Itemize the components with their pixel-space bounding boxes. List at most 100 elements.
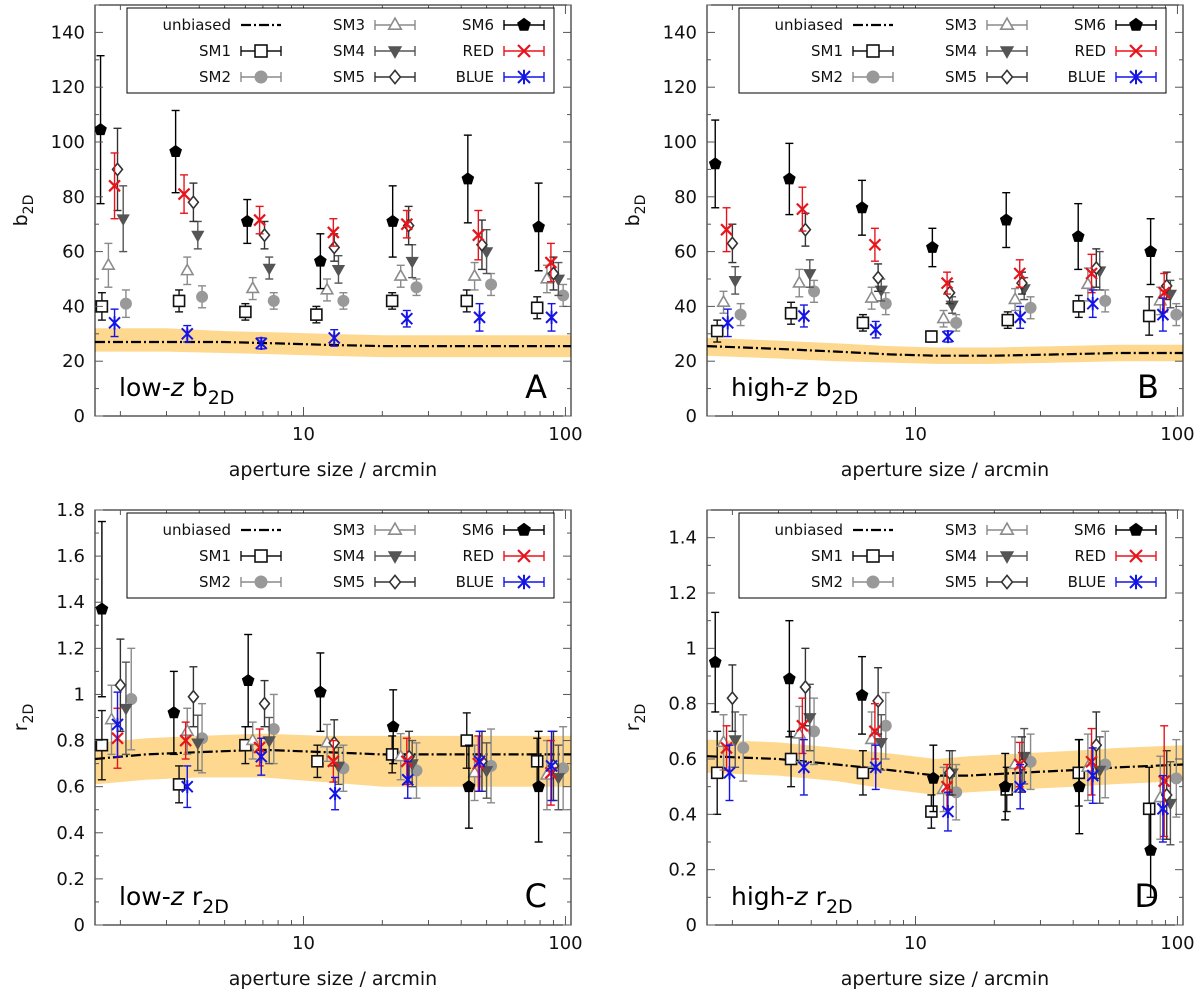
series-sm3 (101, 242, 555, 302)
marker-sm1 (856, 766, 870, 780)
corner-label-prefix: high- (731, 882, 795, 911)
marker-sm2 (267, 294, 280, 307)
marker-sm2 (196, 290, 209, 303)
marker-sm1 (385, 294, 399, 308)
marker-sm1 (310, 308, 323, 321)
legend-label-sm3: SM3 (333, 521, 365, 539)
corner-label-quantity: b (192, 373, 208, 402)
y-tick-label: 1 (686, 638, 697, 659)
marker-blue (517, 574, 531, 590)
marker-sm3 (936, 310, 951, 324)
series-blue (111, 691, 558, 811)
legend-label-unbiased: unbiased (775, 16, 843, 34)
legend-label-red: RED (463, 547, 494, 565)
marker-sm2 (734, 308, 747, 321)
legend-label-red: RED (463, 42, 494, 60)
y-axis-title: b2D (10, 195, 37, 227)
marker-sm2 (1099, 294, 1112, 307)
corner-label: low-z b2D (119, 373, 234, 409)
y-tick-label: 1.8 (56, 500, 85, 521)
marker-sm5 (547, 266, 560, 281)
y-tick-label: 60 (674, 242, 697, 263)
y-axis-title-sub: 2D (21, 195, 37, 215)
marker-sm3 (180, 723, 195, 736)
legend-label-sm1: SM1 (199, 42, 231, 60)
series-red (720, 186, 1171, 313)
legend-label-sm1: SM1 (199, 547, 231, 565)
marker-red (177, 187, 191, 201)
y-axis-title: r2D (10, 704, 37, 732)
marker-red (253, 213, 266, 227)
y-tick-label: 1.4 (56, 592, 85, 613)
marker-blue (545, 310, 558, 324)
legend-label-red: RED (1075, 547, 1106, 565)
series-red (108, 152, 558, 283)
marker-sm3 (539, 271, 555, 284)
marker-sm6 (926, 240, 939, 253)
marker-sm5 (1090, 737, 1103, 753)
marker-blue (108, 316, 121, 330)
corner-label-sub: 2D (202, 896, 229, 918)
marker-red (720, 741, 733, 755)
legend-box (126, 512, 555, 599)
legend-label-sm2: SM2 (199, 68, 231, 86)
marker-blue (941, 329, 955, 344)
marker-sm4 (116, 214, 130, 227)
y-tick-label: 1.4 (668, 528, 697, 549)
marker-sm4 (262, 263, 276, 276)
series-blue (108, 302, 558, 350)
marker-blue (473, 310, 486, 324)
marker-sm5 (114, 677, 127, 693)
marker-sm6 (314, 254, 327, 267)
marker-sm2 (1170, 308, 1183, 321)
marker-blue (401, 773, 414, 787)
marker-sm1 (172, 294, 186, 308)
marker-sm1 (311, 755, 324, 768)
marker-sm6 (783, 672, 796, 685)
legend-label-sm5: SM5 (333, 573, 365, 591)
marker-sm3 (864, 290, 879, 303)
plot-frame (706, 509, 1184, 926)
marker-sm3 (101, 257, 116, 270)
legend-box (126, 7, 555, 94)
legend-label-sm4: SM4 (945, 42, 977, 60)
x-axis-title: aperture size / arcmin (841, 968, 1049, 990)
y-tick-label: 0.8 (668, 694, 697, 715)
marker-blue (797, 309, 811, 323)
marker-blue (1013, 310, 1027, 324)
marker-sm6 (708, 157, 722, 170)
marker-sm1 (530, 301, 544, 315)
marker-sm6 (240, 214, 254, 227)
series-blue (721, 289, 1170, 344)
marker-sm3 (999, 521, 1015, 536)
corner-label-z: z (170, 373, 185, 402)
marker-sm4 (331, 265, 346, 277)
marker-sm3 (1080, 276, 1096, 290)
legend-label-sm1: SM1 (811, 42, 843, 60)
y-axis-title-sub: 2D (633, 195, 649, 215)
x-axis-title: aperture size / arcmin (841, 459, 1049, 481)
marker-sm6 (1129, 522, 1143, 536)
legend-label-unbiased: unbiased (775, 521, 843, 539)
y-tick-label: 1.6 (56, 546, 85, 567)
marker-blue (1013, 780, 1027, 794)
marker-sm6 (95, 122, 107, 136)
legend: unbiased SM1 SM2 SM3 SM4 SM5 SM6 RED BLUE (738, 7, 1167, 94)
marker-sm2 (1170, 772, 1183, 785)
y-tick-label: 80 (62, 187, 85, 208)
marker-sm3 (1007, 291, 1023, 305)
marker-blue (941, 804, 955, 819)
marker-sm5 (258, 696, 271, 711)
corner-label-prefix: low- (119, 373, 171, 402)
marker-sm6 (998, 779, 1012, 793)
series-sm4 (116, 185, 566, 297)
y-tick-label: 0.2 (668, 860, 697, 881)
marker-red (517, 44, 531, 58)
marker-sm2 (254, 575, 268, 589)
marker-blue (869, 323, 882, 337)
series-sm1 (95, 289, 544, 324)
legend-label-sm4: SM4 (945, 547, 977, 565)
y-axis-title-main: b (622, 214, 644, 226)
marker-sm4 (262, 736, 276, 748)
marker-blue (869, 760, 882, 774)
